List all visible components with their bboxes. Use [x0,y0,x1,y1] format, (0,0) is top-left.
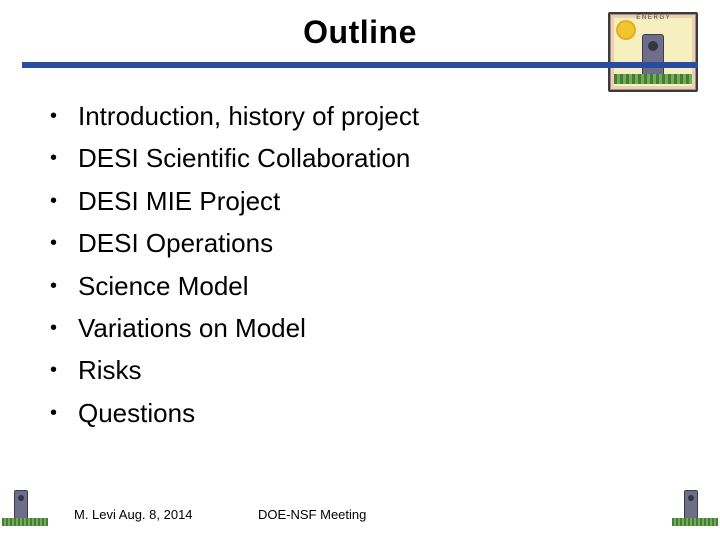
footer-left-icon [0,480,50,526]
content-area: •Introduction, history of project •DESI … [50,98,660,437]
bullet-icon: • [50,395,78,431]
list-item: •Variations on Model [50,310,660,346]
bullet-text: Questions [78,395,195,431]
list-item: •DESI Scientific Collaboration [50,140,660,176]
list-item: •Science Model [50,268,660,304]
monolith-icon [642,34,664,76]
bullet-text: Introduction, history of project [78,98,419,134]
bullet-icon: • [50,98,78,134]
sun-icon [618,22,634,38]
bullet-icon: • [50,310,78,346]
bullet-text: Science Model [78,268,249,304]
title-rule [22,62,698,68]
footer-right-icon [670,480,720,526]
bullet-icon: • [50,352,78,388]
bullet-text: DESI MIE Project [78,183,280,219]
list-item: •DESI MIE Project [50,183,660,219]
bullet-text: Variations on Model [78,310,306,346]
bullet-text: Risks [78,352,142,388]
bullet-list: •Introduction, history of project •DESI … [50,98,660,431]
logo-inner: E N E R G Y [610,14,696,90]
monolith-icon [684,490,698,520]
bullet-icon: • [50,183,78,219]
monolith-icon [14,490,28,520]
rule-bar [22,62,698,68]
footer: M. Levi Aug. 8, 2014 DOE-NSF Meeting 2 [0,498,720,526]
list-item: •Questions [50,395,660,431]
logo-icon: E N E R G Y [608,12,698,92]
bullet-icon: • [50,140,78,176]
bullet-icon: • [50,225,78,261]
list-item: •Risks [50,352,660,388]
grass-icon [2,518,48,526]
footer-author-date: M. Levi Aug. 8, 2014 [74,507,193,522]
footer-meeting: DOE-NSF Meeting [258,507,366,522]
list-item: •Introduction, history of project [50,98,660,134]
grass-icon [614,74,692,84]
bullet-text: DESI Operations [78,225,273,261]
grass-icon [672,518,718,526]
slide: Outline E N E R G Y •Introduction, histo… [0,0,720,540]
bullet-text: DESI Scientific Collaboration [78,140,410,176]
bullet-icon: • [50,268,78,304]
list-item: •DESI Operations [50,225,660,261]
